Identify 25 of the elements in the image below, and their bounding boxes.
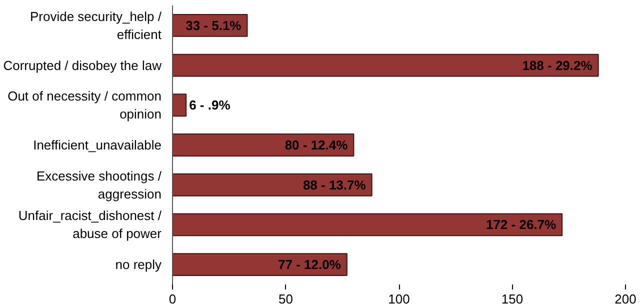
data-label: 80 - 12.4% <box>284 138 348 152</box>
bar <box>172 94 187 117</box>
bar <box>172 173 372 196</box>
y-tick-label: Excessive shootings / aggression <box>36 168 162 202</box>
bar <box>172 213 563 236</box>
bar <box>172 134 354 156</box>
data-label: 88 - 13.7% <box>302 177 366 192</box>
x-tick-label: 150 <box>501 292 524 306</box>
y-tick-label: Corrupted / disobey the law <box>3 58 162 73</box>
data-label: 33 - 5.1% <box>186 18 242 33</box>
data-label: 6 - .9% <box>189 98 231 113</box>
data-label: 77 - 12.0% <box>278 257 342 272</box>
x-tick-label: 200 <box>614 292 636 306</box>
data-label: 188 - 29.2% <box>522 58 593 73</box>
y-tick-label: no reply <box>115 257 162 272</box>
y-tick-label: Provide security_help / efficient <box>30 8 162 42</box>
y-tick-label: Unfair_racist_dishonest / abuse of power <box>18 208 162 242</box>
x-tick-label: 0 <box>168 292 176 306</box>
bar <box>172 54 599 77</box>
bar <box>172 253 348 276</box>
x-tick-label: 50 <box>278 292 293 306</box>
data-label: 172 - 26.7% <box>486 217 557 232</box>
y-tick-label: Out of necessity / common opinion <box>8 88 162 122</box>
y-tick-label: Inefficient_unavailable <box>33 138 162 152</box>
x-tick-label: 100 <box>388 292 410 306</box>
